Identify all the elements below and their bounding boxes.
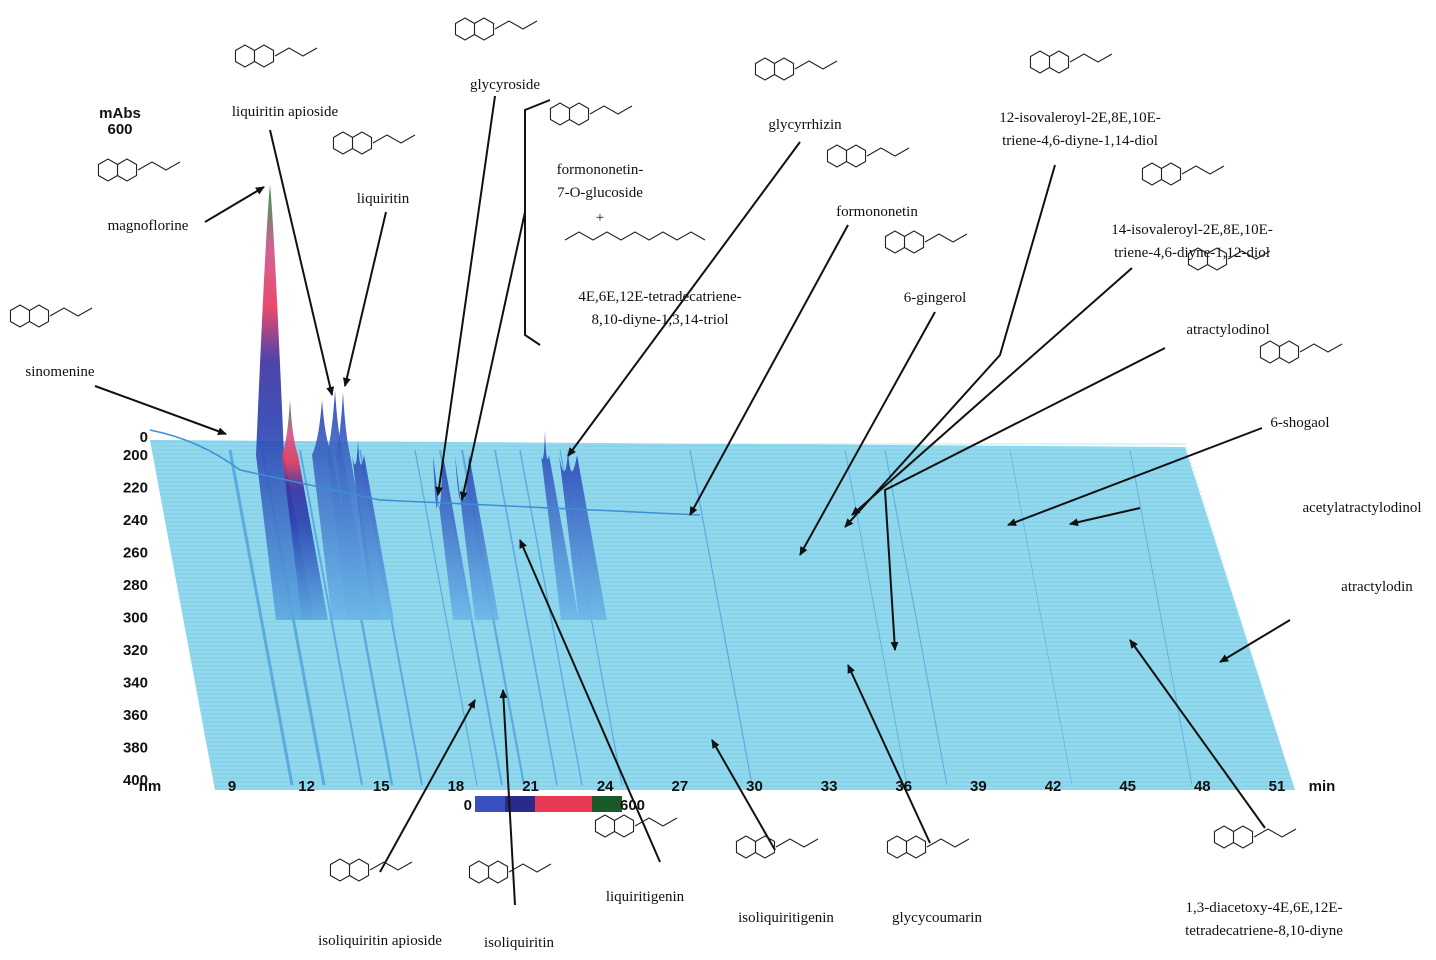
figure: mAbs600020022024026028030032034036038040… <box>0 0 1436 960</box>
compound-label: isoliquiritin apioside <box>318 933 442 949</box>
time-tick: 12 <box>298 778 315 795</box>
compound-label: isoliquiritigenin <box>738 910 834 926</box>
compound-label: magnoflorine <box>108 218 189 234</box>
compound-label: 8,10-diyne-1,3,14-triol <box>591 312 728 328</box>
time-tick: 30 <box>746 778 763 795</box>
structure <box>333 132 415 154</box>
structure <box>1030 51 1112 73</box>
time-tick: 18 <box>448 778 465 795</box>
time-tick: 24 <box>597 778 614 795</box>
structure <box>1214 826 1296 848</box>
wavelength-tick: 340 <box>123 675 148 692</box>
compound-label: liquiritin <box>357 191 410 207</box>
wavelength-tick: 280 <box>123 577 148 594</box>
compound-label: liquiritin apioside <box>232 104 339 120</box>
time-tick: 51 <box>1269 778 1286 795</box>
structure <box>98 159 180 181</box>
structure <box>10 305 92 327</box>
wavelength-label: nm <box>139 778 162 795</box>
absorbance-label: mAbs <box>99 105 141 122</box>
time-tick: 9 <box>228 778 236 795</box>
compound-label: 6-gingerol <box>904 290 966 306</box>
wavelength-tick: 260 <box>123 545 148 562</box>
plus-sign: + <box>596 210 604 226</box>
scale-min: 0 <box>464 797 472 814</box>
structure <box>885 231 967 253</box>
color-segment <box>475 796 505 812</box>
compound-label: 7-O-glucoside <box>557 185 643 201</box>
compound-label: 4E,6E,12E-tetradecatriene- <box>578 289 741 305</box>
structure <box>235 45 317 67</box>
structure <box>565 232 705 240</box>
structure <box>1260 341 1342 363</box>
compound-label: triene-4,6-diyne-1,14-diol <box>1002 133 1158 149</box>
compound-label: glycyroside <box>470 77 540 93</box>
time-tick: 15 <box>373 778 390 795</box>
compound-label: sinomenine <box>25 364 94 380</box>
compound-label: formononetin <box>836 204 918 220</box>
wavelength-tick: 360 <box>123 707 148 724</box>
wavelength-tick: 220 <box>123 480 148 497</box>
structure <box>736 836 818 858</box>
color-segment <box>592 796 622 812</box>
wavelength-tick: 320 <box>123 642 148 659</box>
compound-label: 1,3-diacetoxy-4E,6E,12E- <box>1185 900 1342 916</box>
compound-label: tetradecatriene-8,10-diyne <box>1185 923 1343 939</box>
compound-label: atractylodinol <box>1186 322 1269 338</box>
structure <box>595 815 677 837</box>
absorbance-tick: 600 <box>107 121 132 138</box>
time-tick: 27 <box>671 778 688 795</box>
arrow <box>205 187 264 222</box>
compound-label: 14-isovaleroyl-2E,8E,10E- <box>1111 222 1273 238</box>
time-tick: 42 <box>1045 778 1062 795</box>
arrow <box>345 212 386 386</box>
compound-label: glycycoumarin <box>892 910 982 926</box>
compound-label: 6-shogaol <box>1270 415 1329 431</box>
wavelength-tick: 240 <box>123 512 148 529</box>
structure <box>330 859 412 881</box>
compound-label: formononetin- <box>557 162 644 178</box>
compound-label: glycyrrhizin <box>768 117 842 133</box>
compound-label: atractylodin <box>1341 579 1413 595</box>
bracket <box>525 100 550 345</box>
wavelength-tick: 380 <box>123 740 148 757</box>
arrow <box>438 96 495 495</box>
time-label: min <box>1309 778 1336 795</box>
structure <box>755 58 837 80</box>
time-tick: 48 <box>1194 778 1211 795</box>
time-tick: 33 <box>821 778 838 795</box>
structure <box>1142 163 1224 185</box>
color-segment <box>535 796 592 812</box>
structure <box>827 145 909 167</box>
time-tick: 21 <box>522 778 539 795</box>
compound-label: 12-isovaleroyl-2E,8E,10E- <box>999 110 1161 126</box>
time-tick: 39 <box>970 778 987 795</box>
structure <box>455 18 537 40</box>
structure <box>469 861 551 883</box>
absorbance-tick: 0 <box>140 429 148 446</box>
compound-label: isoliquiritin <box>484 935 555 951</box>
wavelength-tick: 300 <box>123 610 148 627</box>
compound-label: liquiritigenin <box>606 889 685 905</box>
arrow <box>95 386 226 434</box>
time-tick: 45 <box>1119 778 1136 795</box>
wavelength-tick: 200 <box>123 447 148 464</box>
compound-label: acetylatractylodinol <box>1302 500 1421 516</box>
structure <box>550 103 632 125</box>
